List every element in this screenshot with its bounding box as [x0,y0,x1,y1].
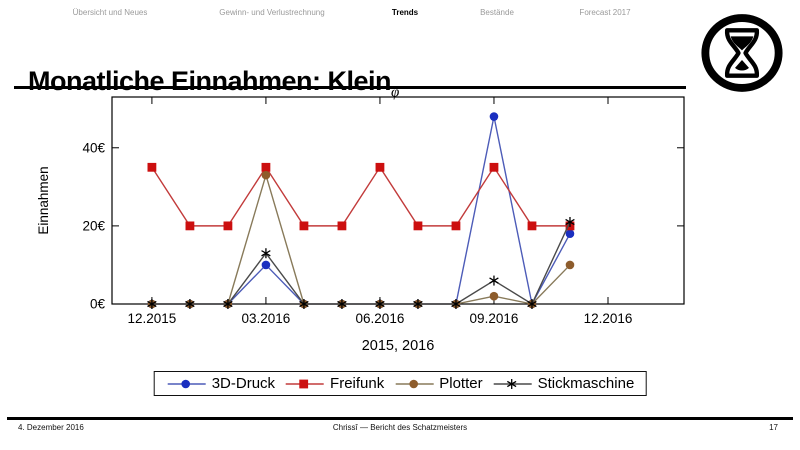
legend-entry-3d-druck: 3D-Druck [166,375,275,392]
legend-marker-stickmaschine [493,378,532,389]
svg-text:2015, 2016: 2015, 2016 [362,338,435,354]
svg-text:40€: 40€ [82,140,105,155]
legend-entry-stickmaschine: Stickmaschine [492,375,635,392]
svg-text:0€: 0€ [90,297,106,312]
svg-text:06.2016: 06.2016 [356,311,405,326]
legend-label-plotter: Plotter [439,375,483,392]
nav-item-uebersicht[interactable]: Übersicht und Neues [72,8,148,17]
page-title-text: Monatliche Einnahmen: Klein [28,66,392,97]
nav-item-bestaende[interactable]: Bestände [480,8,514,17]
footer-date: 4. Dezember 2016 [18,423,84,432]
legend-label-3d-druck: 3D-Druck [211,375,276,392]
legend-label-freifunk: Freifunk [330,375,385,392]
nav-item-forecast[interactable]: Forecast 2017 [579,8,631,17]
title-separator [14,86,686,89]
svg-text:12.2015: 12.2015 [128,311,177,326]
legend-marker-freifunk [286,379,325,388]
svg-text:Einnahmen: Einnahmen [36,166,51,234]
page-title-subscript: φ [391,84,400,101]
footer-author-title: Chrissî — Bericht des Schatzmeisters [332,423,468,432]
nav-item-gewinn-verlust[interactable]: Gewinn- und Verlustrechnung [219,8,325,17]
page-title: Monatliche Einnahmen: Kleinφ [28,66,399,101]
chart-legend: 3D-Druck Freifunk Plotter Stickmaschine [153,371,647,396]
svg-text:12.2016: 12.2016 [584,311,633,326]
legend-marker-plotter [395,379,434,388]
svg-text:20€: 20€ [82,218,105,233]
nav-item-trends[interactable]: Trends [391,8,419,17]
svg-text:03.2016: 03.2016 [242,311,291,326]
legend-entry-plotter: Plotter [393,375,483,392]
revenue-chart: 12.2015 03.2016 06.2016 09.2016 12.2016 0€ 20€… [0,95,800,365]
legend-marker-3d-druck [167,379,206,388]
svg-text:09.2016: 09.2016 [470,311,519,326]
hourglass-logo-icon [698,12,786,94]
legend-label-stickmaschine: Stickmaschine [537,375,635,392]
footer-separator [7,417,793,420]
legend-entry-freifunk: Freifunk [284,375,384,392]
footer-page-number: 17 [769,423,778,432]
